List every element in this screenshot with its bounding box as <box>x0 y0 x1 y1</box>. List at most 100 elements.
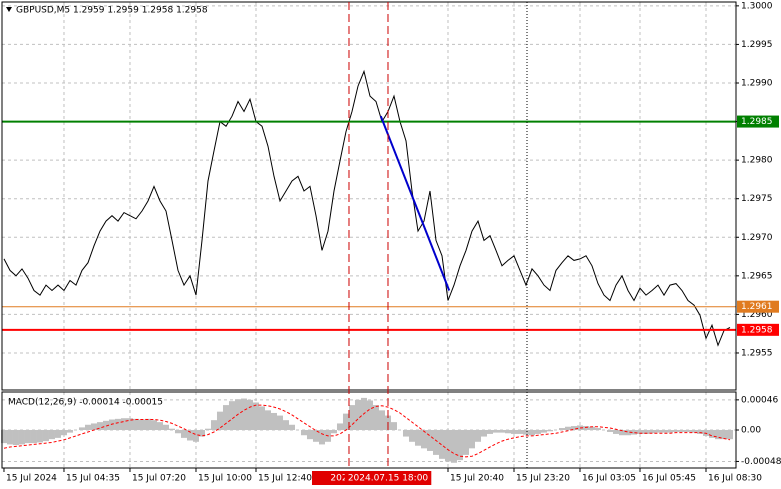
histogram-bar <box>150 420 157 430</box>
histogram-bar <box>408 430 415 442</box>
histogram-bar <box>648 430 655 434</box>
histogram-bar <box>456 430 463 461</box>
histogram-bar <box>642 430 649 434</box>
histogram-bar <box>216 411 223 430</box>
level-label: 1.2958 <box>741 325 773 335</box>
title-arrow <box>6 7 12 12</box>
histogram-bar <box>546 430 553 432</box>
y-tick-label: 1.2980 <box>741 156 773 166</box>
histogram-bar <box>480 430 487 437</box>
histogram-bar <box>468 430 475 449</box>
histogram-bar <box>54 430 61 438</box>
x-tick-label: 15 Jul 10:00 <box>198 474 252 484</box>
histogram-bar <box>348 405 355 430</box>
histogram-bar <box>696 430 703 434</box>
histogram-bar <box>48 430 55 440</box>
histogram-bar <box>180 430 187 438</box>
histogram-bar <box>96 422 103 430</box>
histogram-bar <box>444 430 451 462</box>
histogram-bar <box>84 424 91 430</box>
histogram-bar <box>666 430 673 433</box>
histogram-bar <box>486 430 493 434</box>
histogram-bar <box>66 430 73 433</box>
y-tick-label: 0.00 <box>741 426 761 436</box>
histogram-bar <box>708 430 715 438</box>
histogram-bar <box>240 398 247 430</box>
histogram-bar <box>132 418 139 430</box>
histogram-bar <box>12 430 19 446</box>
histogram-bar <box>288 424 295 430</box>
histogram-bar <box>636 430 643 434</box>
histogram-bar <box>654 430 661 433</box>
histogram-bar <box>300 430 307 436</box>
histogram-bar <box>102 420 109 430</box>
histogram-bar <box>276 415 283 430</box>
histogram-bar <box>474 430 481 442</box>
histogram-bar <box>258 406 265 430</box>
y-tick-label: 0.00046 <box>741 395 778 405</box>
y-tick-label: 1.2955 <box>741 348 773 358</box>
histogram-bar <box>390 422 397 430</box>
histogram-bar <box>378 410 385 430</box>
histogram-bar <box>108 419 115 430</box>
histogram-bar <box>540 430 547 433</box>
histogram-bar <box>516 430 523 434</box>
histogram-bar <box>120 418 127 430</box>
histogram-bar <box>498 430 505 433</box>
histogram-bar <box>402 430 409 437</box>
histogram-bar <box>192 430 199 442</box>
histogram-bar <box>558 428 565 430</box>
histogram-bar <box>588 426 595 430</box>
price-line <box>3 69 731 347</box>
histogram-bar <box>420 430 427 449</box>
y-tick-label: 1.2965 <box>741 271 773 281</box>
main-pane-frame <box>1 1 737 391</box>
histogram-bar <box>522 430 529 435</box>
histogram-bar <box>282 420 289 430</box>
level-label-box <box>737 115 779 128</box>
vertical-line-label: 2024.07.15 18:00 <box>344 471 432 485</box>
histogram-bar <box>672 430 679 432</box>
x-tick-label: 16 Jul 05:45 <box>642 474 696 484</box>
histogram-bar <box>246 399 253 430</box>
histogram-bar <box>462 430 469 455</box>
histogram-bar <box>354 399 361 430</box>
histogram-bar <box>204 428 211 430</box>
histogram-bar <box>6 430 13 445</box>
histogram-bar <box>30 430 37 444</box>
histogram-bar <box>342 413 349 430</box>
histogram-bar <box>366 400 373 430</box>
histogram-bar <box>264 410 271 430</box>
histogram-bar <box>318 430 325 445</box>
histogram-bar <box>426 430 433 451</box>
histogram-bar <box>606 430 613 432</box>
histogram-bar <box>252 402 259 430</box>
histogram-bar <box>612 430 619 434</box>
histogram-bar <box>492 430 499 433</box>
y-tick-label: 1.2960 <box>741 310 773 320</box>
histogram-bar <box>534 430 541 434</box>
histogram-bar <box>42 430 49 442</box>
x-tick-label: 16 Jul 03:05 <box>582 474 636 484</box>
histogram-bar <box>570 426 577 430</box>
histogram-bar <box>36 430 43 443</box>
histogram-bar <box>186 430 193 441</box>
y-tick-label: 1.2995 <box>741 40 773 50</box>
histogram-bar <box>690 430 697 433</box>
histogram-bar <box>678 430 685 432</box>
histogram-bar <box>228 401 235 430</box>
histogram-bar <box>312 430 319 442</box>
vertical-line-label-text: 2024.07.15 18:00 <box>348 474 429 484</box>
histogram-bar <box>126 418 133 430</box>
histogram-bar <box>720 430 727 440</box>
histogram-bar <box>660 430 667 433</box>
macd-title: MACD(12,26,9) -0.00014 -0.00015 <box>8 398 163 408</box>
x-tick-label: 15 Jul 12:40 <box>258 474 312 484</box>
x-tick-label: 15 Jul 04:35 <box>66 474 120 484</box>
histogram-bar <box>630 430 637 435</box>
histogram-bar <box>306 430 313 440</box>
level-label: 1.2961 <box>741 302 773 312</box>
level-label-box <box>737 300 779 313</box>
histogram-bar <box>714 430 721 440</box>
histogram-bar <box>174 430 181 434</box>
